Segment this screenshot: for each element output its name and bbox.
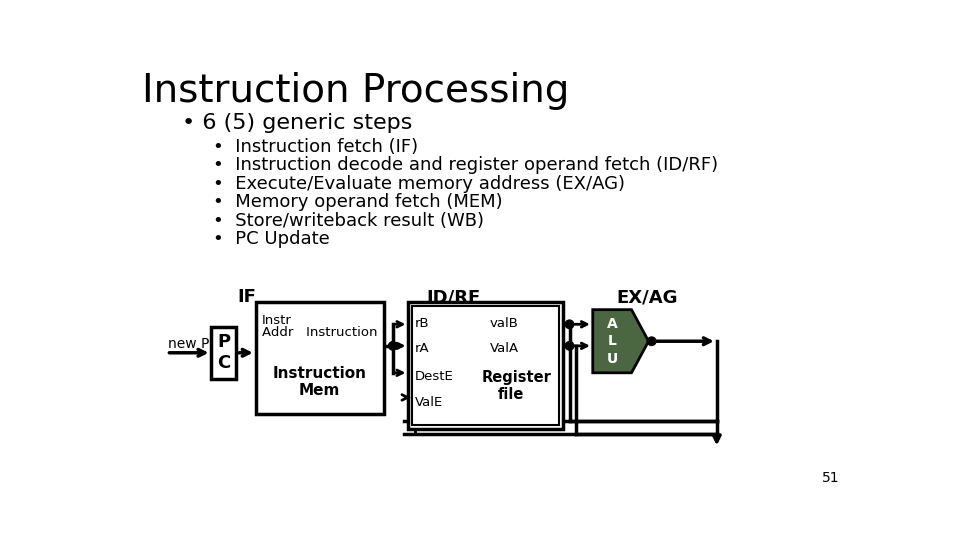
Polygon shape [592,309,649,373]
Bar [412,306,560,425]
Text: A
L
U: A L U [607,317,617,366]
Text: •  Instruction fetch (IF): • Instruction fetch (IF) [213,138,419,156]
Text: rA: rA [415,342,429,355]
Text: •  Instruction decode and register operand fetch (ID/RF): • Instruction decode and register operan… [213,157,718,174]
Text: ID/RF: ID/RF [426,288,480,306]
Circle shape [389,342,397,350]
Text: •  PC Update: • PC Update [213,231,329,248]
Text: P
C: P C [217,333,230,372]
Text: file: file [497,387,524,402]
Text: •  Execute/Evaluate memory address (EX/AG): • Execute/Evaluate memory address (EX/AG… [213,175,625,193]
Text: •  Store/writeback result (WB): • Store/writeback result (WB) [213,212,484,230]
Text: Instruction Processing: Instruction Processing [142,72,569,111]
Text: ValA: ValA [490,342,518,355]
Text: EX/AG: EX/AG [616,288,678,306]
Text: Addr   Instruction: Addr Instruction [262,326,377,339]
Text: ValE: ValE [415,396,443,409]
Text: • 6 (5) generic steps: • 6 (5) generic steps [182,112,413,132]
Text: 51: 51 [822,471,839,485]
Text: valB: valB [490,318,518,330]
Text: IF: IF [237,288,255,306]
Circle shape [647,337,656,346]
Bar [408,302,564,429]
Text: new PC: new PC [168,338,219,352]
Text: •  Memory operand fetch (MEM): • Memory operand fetch (MEM) [213,193,503,211]
Text: rB: rB [415,318,429,330]
Bar [255,302,383,414]
Bar [211,327,236,379]
Text: Mem: Mem [299,383,340,398]
Circle shape [565,320,574,328]
Text: Instruction: Instruction [273,366,367,381]
Text: DestE: DestE [415,370,453,383]
Text: Register: Register [482,370,552,384]
Text: Instr: Instr [262,314,292,327]
Circle shape [565,342,574,350]
